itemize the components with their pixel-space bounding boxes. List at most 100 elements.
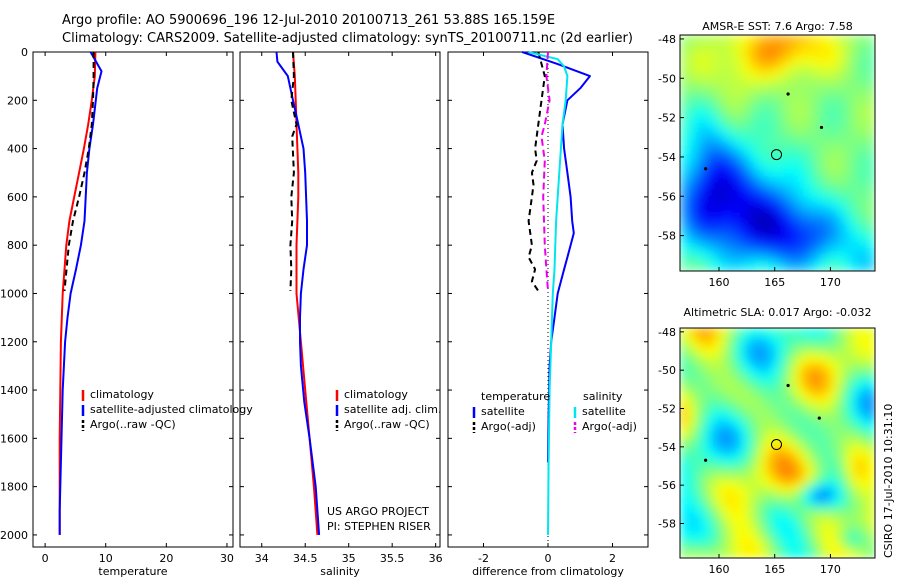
sla_map-cell — [861, 551, 869, 558]
sst_map-cell — [770, 62, 779, 71]
sla_map-cell — [784, 429, 793, 437]
sla_map-cell — [735, 436, 744, 444]
sst_map-cell — [784, 250, 793, 258]
sst_map-cell — [707, 35, 716, 43]
sla_map-cell — [798, 341, 806, 349]
temperature-legend-label: climatology — [90, 388, 154, 401]
sla_map-cell — [784, 544, 793, 552]
sst_map-cell — [812, 69, 820, 78]
sla_map-cell — [868, 544, 875, 552]
sst_map-cell — [805, 264, 813, 271]
sst_map-cell — [742, 229, 751, 237]
sla_map-cell — [805, 341, 813, 349]
sst_map-cell — [749, 41, 758, 50]
sla_map-cell — [798, 402, 806, 410]
sla_map-cell — [770, 348, 779, 356]
sst_map-cell — [805, 166, 813, 175]
sst_map-cell — [791, 97, 799, 106]
sla_map-cell — [819, 388, 827, 397]
sla_map-cell — [714, 436, 723, 444]
sst_map-cell — [840, 125, 848, 133]
sla_map-cell — [868, 328, 875, 336]
sst_map-cell — [805, 41, 813, 50]
sla_map-cell — [728, 510, 737, 519]
sst_map-cell — [756, 76, 765, 85]
sst_map-cell — [770, 194, 779, 203]
sst_map-cell — [728, 264, 737, 271]
sla_map-cell — [693, 476, 702, 485]
sst_map-cell — [763, 111, 772, 119]
sla_map-cell — [742, 348, 751, 356]
sla_map-cell — [680, 517, 688, 525]
sla_map-cell — [819, 497, 827, 505]
sst_map-cell — [819, 83, 827, 92]
sst_map-cell — [680, 215, 688, 224]
sla_map-cell — [819, 422, 827, 431]
sla_map-cell — [770, 388, 779, 397]
sst_map-cell — [714, 173, 723, 182]
sst_map-cell — [693, 62, 702, 71]
sst_map-cell — [728, 48, 737, 57]
sla_map-cell — [707, 415, 716, 424]
sla_map-cell — [763, 537, 772, 546]
sst_map-cell — [847, 48, 855, 57]
sla_map-cell — [749, 503, 758, 512]
sst_map-cell — [840, 118, 848, 126]
sst_map-cell — [742, 111, 751, 119]
sst_map-cell — [847, 139, 855, 147]
sla_map-cell — [833, 348, 841, 356]
sst_map-cell — [840, 257, 848, 265]
sla_map-cell — [693, 388, 702, 397]
sst_map-cell — [819, 180, 827, 189]
sst_map-cell — [693, 76, 702, 85]
sla_map-cell — [700, 483, 709, 491]
sla_map-cell — [707, 476, 716, 485]
sla_map-cell — [861, 355, 869, 363]
sst_map-cell — [770, 111, 779, 119]
sst_map-cell — [763, 166, 772, 175]
sst_map-cell — [728, 35, 737, 43]
sla_map-cell — [791, 470, 799, 478]
sst_map-cell — [728, 97, 737, 106]
sla_map-cell — [777, 422, 786, 431]
sla_map-cell — [742, 402, 751, 410]
sst_map-cell — [812, 146, 820, 154]
sla_map-cell — [680, 497, 688, 505]
sst_map-cell — [777, 41, 786, 50]
sst_map-cell — [847, 62, 855, 71]
sla_map-cell — [680, 422, 688, 431]
sla_map-cell — [868, 395, 875, 404]
sla_map-cell — [756, 530, 765, 539]
sst_map-cell — [707, 90, 716, 99]
sst_map-cell — [784, 55, 793, 64]
sla_map-cell — [812, 483, 820, 491]
sst_map-cell — [735, 62, 744, 71]
sla_map-cell — [819, 456, 827, 464]
sla_map-cell — [714, 422, 723, 431]
sst_map-cell — [784, 194, 793, 203]
sla_map-cell — [826, 402, 834, 410]
sst_map-cell — [819, 222, 827, 230]
sst_map-cell — [693, 35, 702, 43]
sst_map-cell — [693, 173, 702, 182]
sla_map-cell — [784, 517, 793, 525]
sla_map-cell — [770, 341, 779, 349]
sla_map-cell — [749, 510, 758, 519]
sla_map-cell — [812, 382, 820, 390]
sst_map-title: AMSR-E SST: 7.6 Argo: 7.58 — [702, 20, 853, 33]
sla_map-cell — [756, 361, 765, 370]
sla_map-cell — [805, 395, 813, 404]
sla_map-cell — [791, 368, 799, 376]
sst_map-cell — [847, 180, 855, 189]
sla_map-cell — [735, 328, 744, 336]
sst_map-cell — [847, 215, 855, 224]
sla_map-cell — [868, 348, 875, 356]
sst_map-cell — [742, 159, 751, 168]
sla_map-cell — [777, 429, 786, 437]
sst_map-cell — [826, 55, 834, 64]
sla_map-cell — [707, 341, 716, 349]
sst_map-cell — [805, 76, 813, 85]
sla_map-cell — [861, 443, 869, 451]
sst_map-cell — [826, 104, 834, 112]
sst_map-cell — [833, 104, 841, 112]
